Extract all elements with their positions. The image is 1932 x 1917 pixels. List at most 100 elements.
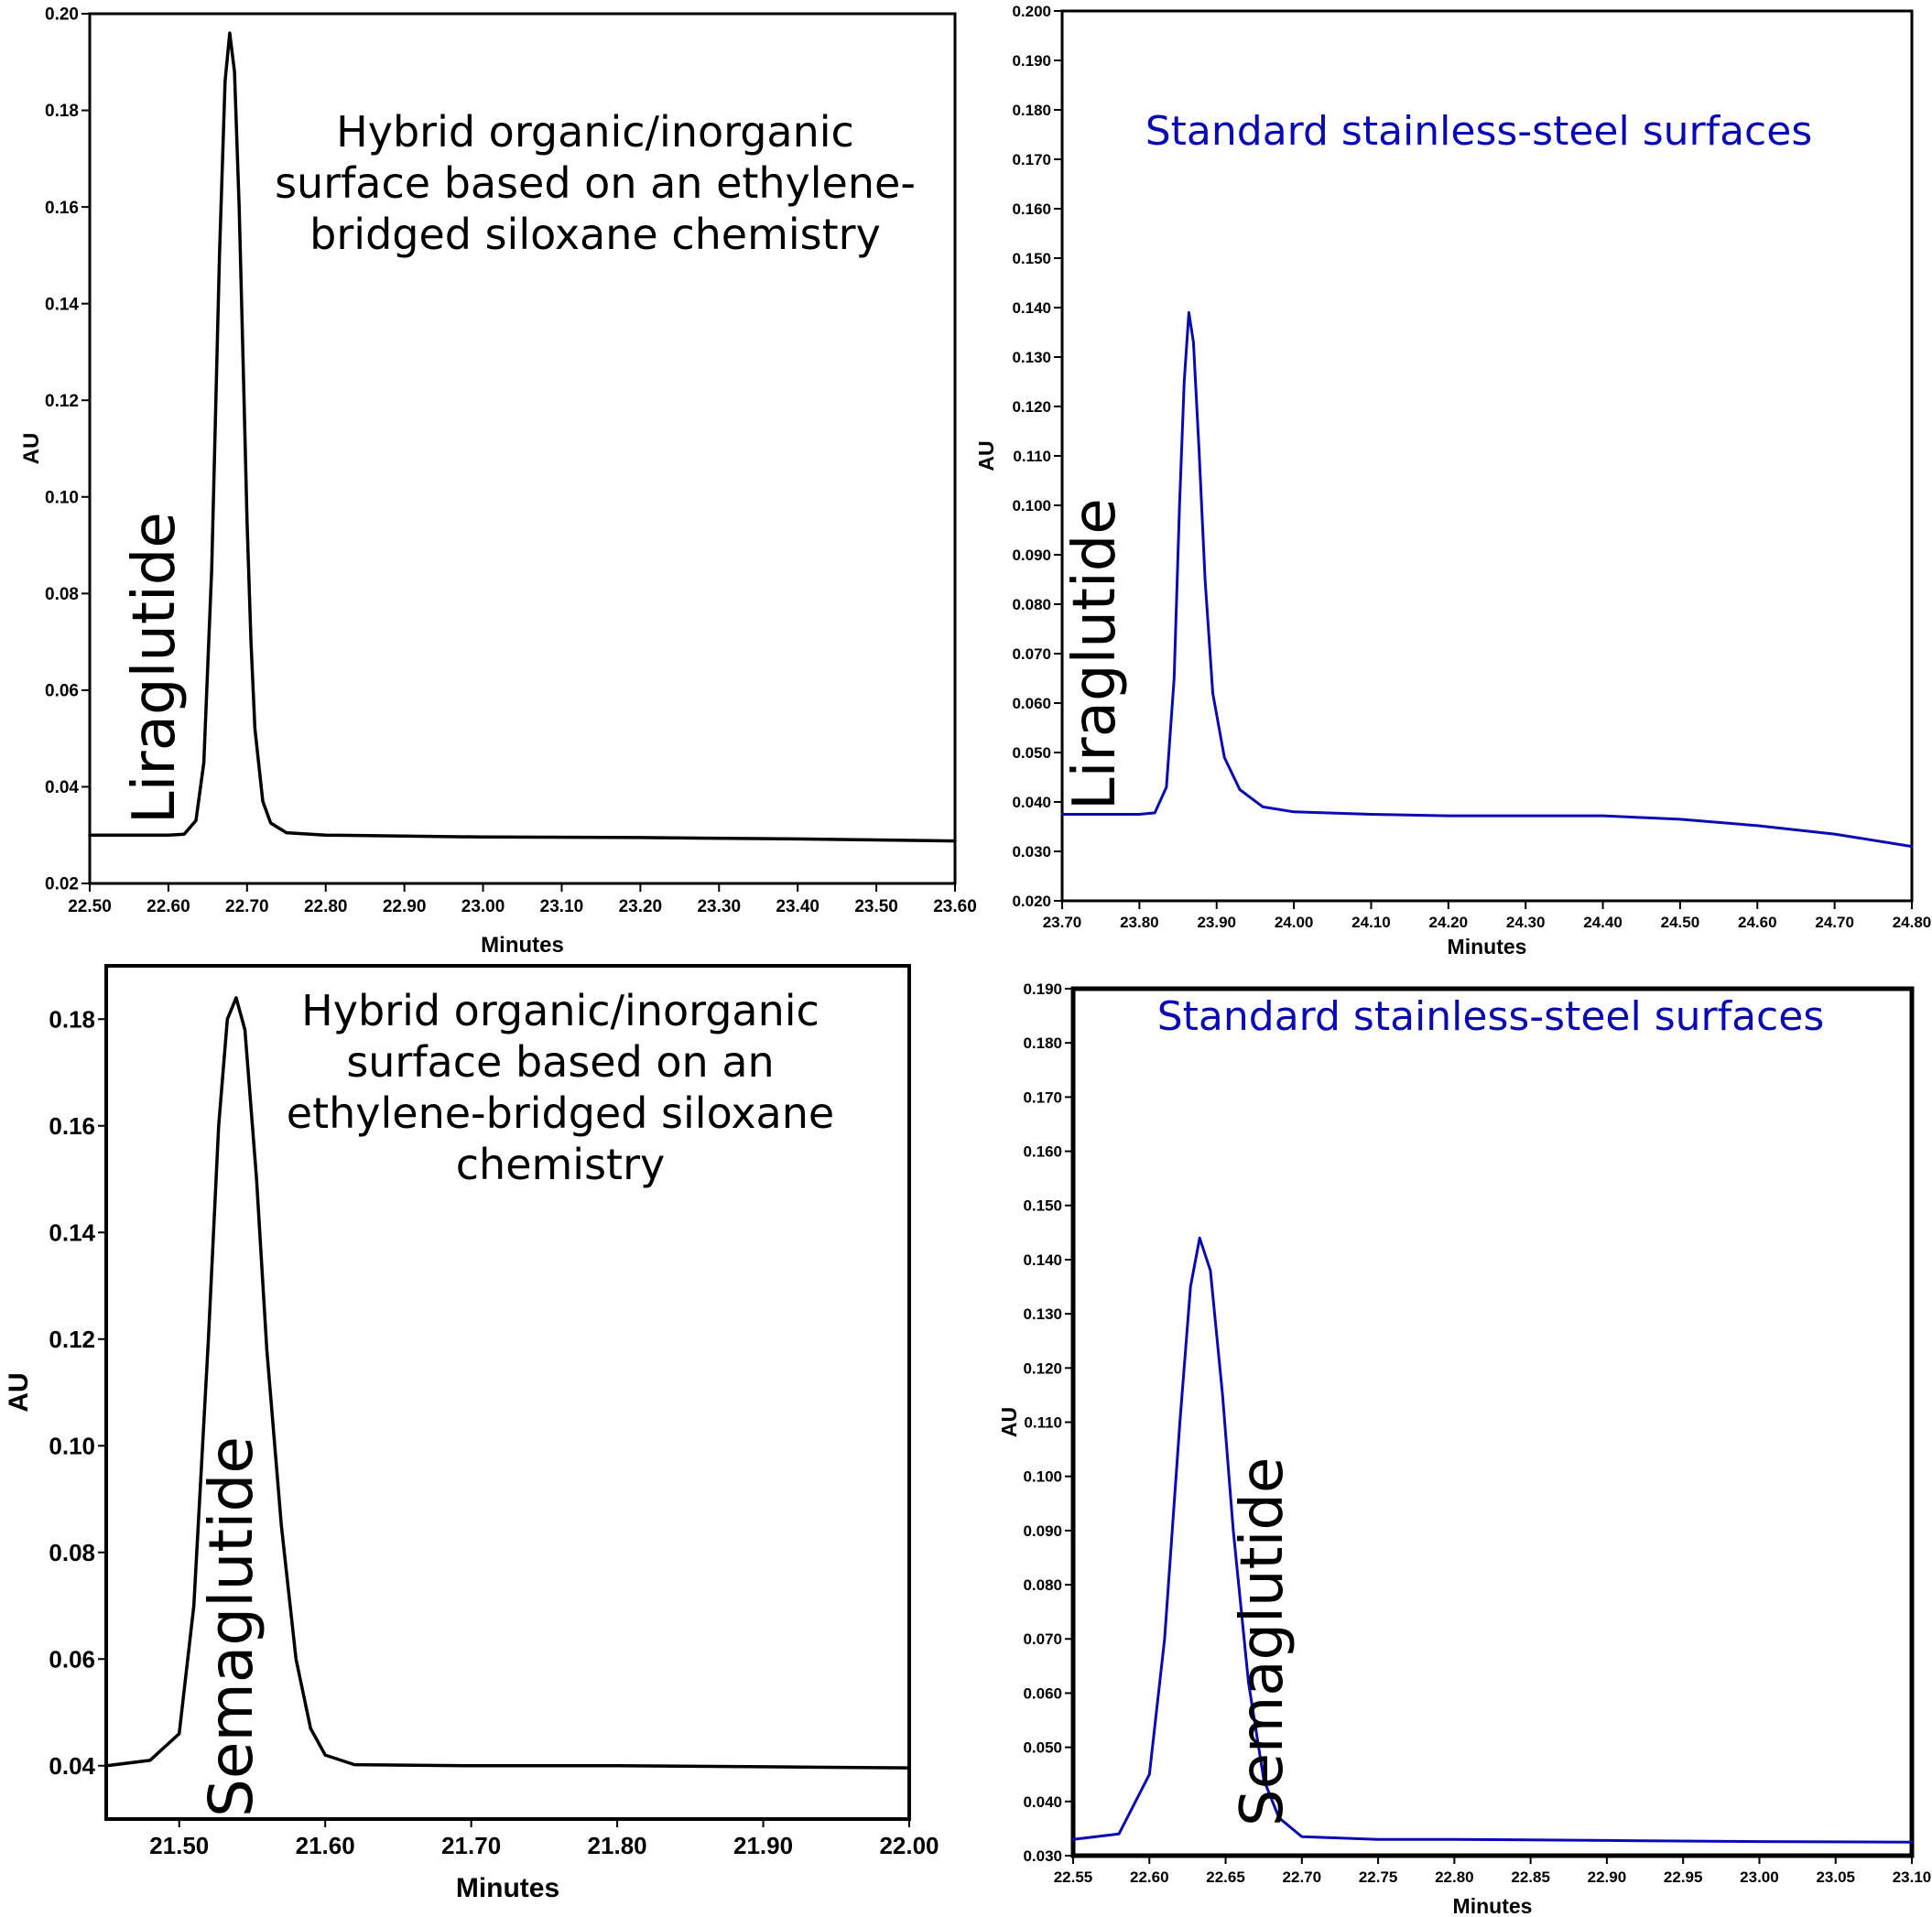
x-tick-label: 23.30: [697, 897, 741, 916]
x-tick-label: 22.90: [1588, 1868, 1627, 1886]
chart-svg: 0.020 0.030 0.040 0.050 0.060 0.070 0.080 0.090…: [974, 3, 1932, 958]
y-tick-label: 0.10: [45, 488, 79, 507]
annotation-line: surface based on an: [346, 1037, 774, 1087]
chart-semaglutide-stainless: 0.030 0.040 0.050 0.060 0.070 0.080 0.090 0.100…: [966, 957, 1932, 1917]
x-tick-label: 21.50: [149, 1832, 209, 1859]
chart-svg: 0.030 0.040 0.050 0.060 0.070 0.080 0.090 0.100…: [997, 980, 1932, 1917]
x-tick-label: 23.80: [1120, 914, 1159, 931]
x-tick-label: 22.90: [383, 897, 427, 916]
x-tick-label: 21.80: [588, 1832, 647, 1859]
x-tick-label: 22.60: [1130, 1868, 1169, 1886]
y-axis-title: AU: [997, 1407, 1021, 1437]
annotation-line: Standard stainless-steel surfaces: [1145, 108, 1813, 155]
y-tick-label: 0.180: [1012, 102, 1051, 119]
x-axis-title: Minutes: [456, 1873, 559, 1903]
y-tick-label: 0.130: [1012, 349, 1051, 366]
annotation-line: bridged siloxane chemistry: [309, 210, 881, 259]
y-tick-label: 0.12: [49, 1326, 95, 1353]
x-tick-label: 24.50: [1661, 914, 1700, 931]
peak-label: Liraglutide: [121, 512, 189, 824]
x-axis-title: Minutes: [481, 933, 564, 958]
series-line: [88, 31, 957, 843]
y-tick-label: 0.090: [1023, 1522, 1062, 1540]
y-tick-label: 0.08: [49, 1539, 95, 1566]
y-tick-label: 0.080: [1012, 596, 1051, 613]
y-tick-label: 0.190: [1023, 980, 1062, 998]
x-tick-label: 24.60: [1738, 914, 1777, 931]
y-tick-label: 0.170: [1023, 1088, 1062, 1106]
x-tick-label: 22.85: [1511, 1868, 1550, 1886]
x-tick-label: 23.00: [1740, 1868, 1779, 1886]
x-tick-label: 23.20: [619, 897, 663, 916]
y-tick-label: 0.060: [1023, 1684, 1062, 1702]
series-line: [1060, 310, 1914, 849]
plot-frame: [1070, 986, 1915, 1858]
y-tick-label: 0.060: [1012, 695, 1051, 712]
x-tick-label: 23.10: [1893, 1868, 1932, 1886]
annotation-line: chemistry: [456, 1140, 665, 1189]
x-tick-label: 22.55: [1054, 1868, 1093, 1886]
x-tick-label: 22.80: [1435, 1868, 1474, 1886]
x-tick-label: 23.70: [1043, 914, 1082, 931]
x-tick-label: 24.80: [1893, 914, 1932, 931]
x-axis-title: Minutes: [1453, 1894, 1533, 1917]
annotation-line: surface based on an ethylene-: [275, 158, 916, 208]
x-tick-label: 22.50: [68, 897, 112, 916]
y-tick-label: 0.080: [1023, 1576, 1062, 1594]
y-tick-label: 0.12: [45, 392, 79, 411]
y-tick-label: 0.16: [45, 199, 79, 218]
chart-svg: 0.04 0.06 0.08 0.10 0.12 0.14 0.16 0.18 21.50 21.…: [4, 964, 939, 1903]
y-tick-label: 0.140: [1012, 299, 1051, 317]
plot-frame: [88, 12, 957, 885]
y-tick-label: 0.20: [45, 5, 79, 25]
y-tick-label: 0.120: [1023, 1359, 1062, 1377]
chart-semaglutide-hybrid: 0.04 0.06 0.08 0.10 0.12 0.14 0.16 0.18 21.50 21.…: [0, 957, 966, 1917]
y-tick-label: 0.040: [1012, 794, 1051, 811]
peak-label: Semaglutide: [196, 1436, 266, 1817]
y-tick-label: 0.200: [1012, 3, 1051, 20]
y-tick-label: 0.100: [1023, 1468, 1062, 1486]
y-tick-label: 0.030: [1012, 843, 1051, 861]
y-tick-label: 0.090: [1012, 547, 1051, 564]
y-tick-label: 0.040: [1023, 1793, 1062, 1811]
series-line: [104, 996, 911, 1770]
y-axis-title: AU: [19, 433, 44, 465]
y-axis-title: AU: [4, 1372, 34, 1412]
x-tick-label: 24.40: [1583, 914, 1623, 931]
x-tick-label: 21.60: [296, 1832, 355, 1859]
annotation-line: Standard stainless-steel surfaces: [1157, 993, 1825, 1040]
x-tick-label: 22.95: [1664, 1868, 1703, 1886]
x-tick-label: 23.90: [1197, 914, 1236, 931]
y-tick-label: 0.110: [1013, 448, 1051, 465]
x-tick-label: 22.70: [1283, 1868, 1322, 1886]
y-tick-label: 0.150: [1012, 250, 1051, 267]
chart-liraglutide-hybrid: 0.02 0.04 0.06 0.08 0.10 0.12 0.14 0.16 0.18 0.20…: [0, 0, 977, 958]
y-tick-label: 0.070: [1012, 645, 1051, 663]
y-tick-label: 0.08: [45, 585, 79, 604]
y-tick-label: 0.140: [1023, 1251, 1062, 1269]
x-tick-label: 22.60: [147, 897, 190, 916]
y-tick-label: 0.04: [49, 1752, 95, 1780]
chart-liraglutide-stainless: 0.020 0.030 0.040 0.050 0.060 0.070 0.080 0.090…: [966, 0, 1932, 958]
y-tick-label: 0.04: [45, 778, 79, 797]
y-tick-label: 0.06: [45, 682, 79, 701]
y-tick-label: 0.180: [1023, 1034, 1062, 1052]
x-tick-label: 24.70: [1815, 914, 1854, 931]
x-tick-label: 23.05: [1816, 1868, 1855, 1886]
peak-label: Liraglutide: [1061, 498, 1129, 810]
y-tick-label: 0.02: [45, 875, 79, 894]
y-tick-label: 0.14: [49, 1218, 95, 1246]
x-tick-label: 23.40: [776, 897, 819, 916]
y-tick-label: 0.050: [1023, 1739, 1062, 1757]
x-tick-label: 22.75: [1359, 1868, 1398, 1886]
chart-svg: 0.02 0.04 0.06 0.08 0.10 0.12 0.14 0.16 0.18 0.20…: [19, 5, 977, 958]
y-tick-label: 0.160: [1012, 200, 1051, 218]
y-tick-label: 0.070: [1023, 1630, 1062, 1648]
x-tick-label: 23.50: [854, 897, 898, 916]
y-tick-label: 0.16: [49, 1112, 95, 1140]
y-tick-label: 0.06: [49, 1645, 95, 1673]
x-tick-label: 22.80: [304, 897, 348, 916]
y-tick-label: 0.160: [1023, 1143, 1062, 1161]
y-tick-label: 0.130: [1023, 1305, 1062, 1323]
y-tick-label: 0.190: [1012, 52, 1051, 70]
